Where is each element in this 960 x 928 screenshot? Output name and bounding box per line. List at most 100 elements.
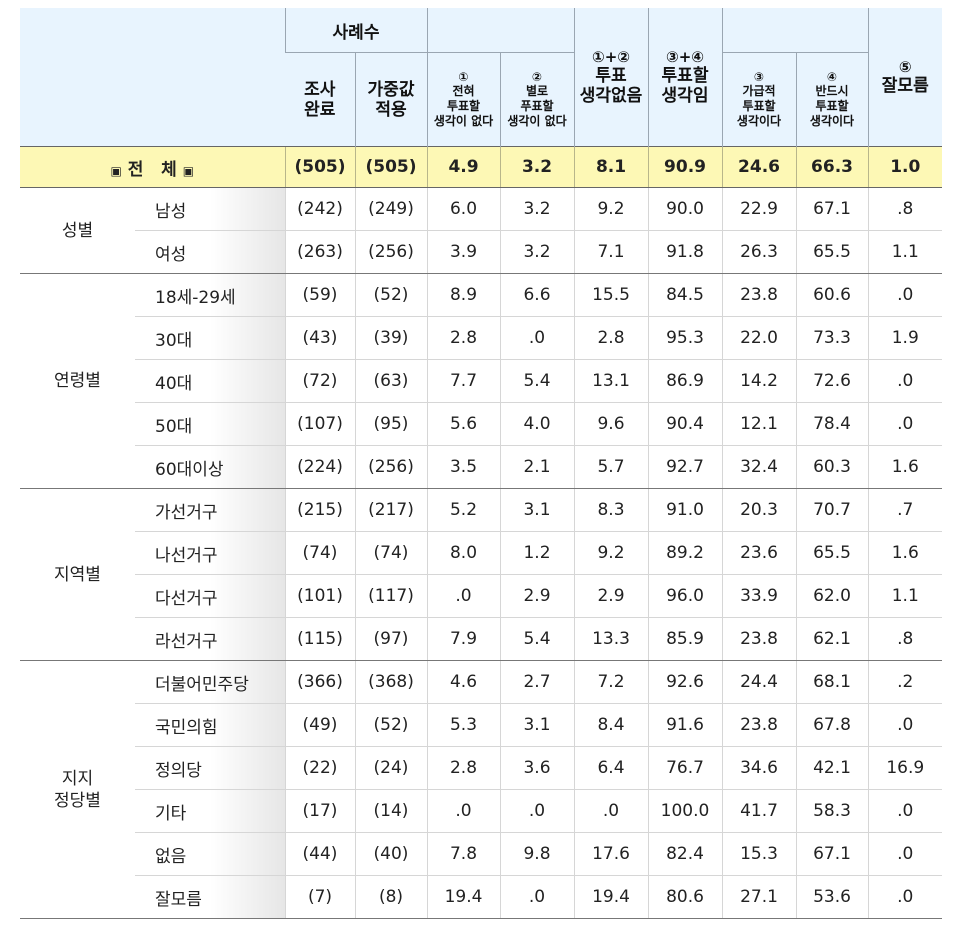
group-label: 지역별 [20,488,135,661]
cell-value: .0 [499,789,575,833]
cell-value: 1.9 [867,316,943,360]
header-blank-12 [426,8,575,53]
cell-value: (256) [354,230,428,274]
cell-value: 2.8 [573,316,649,360]
cell-value: 24.4 [721,660,797,704]
table-row: 성별 남성 (242) (249) 6.0 3.2 9.2 90.0 22.9 67.1.8 [20,187,943,274]
cell-value: 3.9 [426,230,501,274]
table-row: 50대 (107) (95) 5.6 4.0 9.6 90.4 12.1 78.4.0 [20,402,943,446]
row-label: 다선거구 [135,574,285,618]
table-row: 여성 (263) (256) 3.9 3.2 7.1 91.8 26.3 65.5 1.1 [20,230,943,274]
cell-value: 7.7 [426,359,501,403]
table-row: 국민의힘 (49) (52) 5.3 3.1 8.4 91.6 23.8 67.8.0 [20,703,943,747]
cell-value: .0 [867,832,943,876]
cell-value: 33.9 [721,574,797,618]
total-value: 90.9 [647,146,723,188]
cell-value: (242) [284,187,355,231]
header-col-5: ⑤ 잘모름 [867,8,943,147]
cell-value: (8) [354,875,428,919]
cell-value: (74) [354,531,428,575]
row-label: 기타 [135,789,285,833]
cell-value: 1.1 [867,230,943,274]
header-col-34: ③+④ 투표할 생각임 [647,8,723,147]
cell-value: 19.4 [426,875,501,919]
cell-value: 8.4 [573,703,649,747]
cell-value: 5.6 [426,402,501,446]
cell-value: 3.2 [499,187,575,231]
cell-value: 90.4 [647,402,723,446]
cell-value: .0 [499,875,575,919]
cell-value: 5.4 [499,359,575,403]
cell-value: 15.5 [573,273,649,317]
cell-value: 82.4 [647,832,723,876]
row-label: 없음 [135,832,285,876]
group-label: 연령별 [20,273,135,489]
cell-value: (95) [354,402,428,446]
cell-value: .0 [867,703,943,747]
cell-value: 34.6 [721,746,797,790]
cell-value: 53.6 [795,875,869,919]
table-row: 나선거구 (74) (74) 8.0 1.2 9.2 89.2 23.6 65.5 1.6 [20,531,943,575]
total-value: 4.9 [426,146,501,188]
cell-value: 60.3 [795,445,869,489]
table-row: 60대이상 (224) (256) 3.5 2.1 5.7 92.7 32.4 60.3 1.6 [20,445,943,489]
table-row: 잘모름 (7) (8) 19.4.0 19.4 80.6 27.1 53.6.0 [20,875,943,919]
table-row: 지지 정당별 더불어민주당 (366) (368) 4.6 2.7 7.2 92.6 24.4 6… [20,660,943,919]
cell-value: 73.3 [795,316,869,360]
cell-value: 6.6 [499,273,575,317]
cell-value: 67.1 [795,832,869,876]
cell-value: 23.8 [721,703,797,747]
cell-value: (40) [354,832,428,876]
cell-value: (256) [354,445,428,489]
table-row: 기타 (17) (14) .0.0.0 100.0 41.7 58.3.0 [20,789,943,833]
row-label: 나선거구 [135,531,285,575]
cell-value: (44) [284,832,355,876]
cell-value: 67.1 [795,187,869,231]
header-col-4: ④ 반드시 투표할 생각이다 [795,52,869,147]
cell-value: (17) [284,789,355,833]
cell-value: 6.4 [573,746,649,790]
square-icon: ▣ [110,163,122,178]
row-label: 60대이상 [135,445,285,489]
cell-value: 6.0 [426,187,501,231]
cell-value: 3.1 [499,488,575,532]
cell-value: (24) [354,746,428,790]
cell-value: .0 [499,316,575,360]
table-row: 정의당 (22) (24) 2.8 3.6 6.4 76.7 34.6 42.1 16.9 [20,746,943,790]
cell-value: 13.3 [573,617,649,661]
cell-value: 1.1 [867,574,943,618]
cell-value: 7.8 [426,832,501,876]
cell-value: (217) [354,488,428,532]
header-col-2-num: ② [531,69,543,84]
header-weighted: 가중값 적용 [354,52,428,147]
cell-value: 91.6 [647,703,723,747]
cell-value: 23.6 [721,531,797,575]
table-row: 30대 (43) (39) 2.8.0 2.8 95.3 22.0 73.3 1.9 [20,316,943,360]
cell-value: 26.3 [721,230,797,274]
cell-value: .0 [867,273,943,317]
cell-value: 5.7 [573,445,649,489]
cell-value: 16.9 [867,746,943,790]
cell-value: (59) [284,273,355,317]
total-label: ▣ 전 체 ▣ [20,146,285,188]
header-col-1-num: ① [458,69,469,84]
row-label: 라선거구 [135,617,285,661]
cell-value: (43) [284,316,355,360]
cell-value: (366) [284,660,355,704]
cell-value: 3.5 [426,445,501,489]
cell-value: 3.2 [499,230,575,274]
cell-value: 89.2 [647,531,723,575]
cell-value: 67.8 [795,703,869,747]
header-col-2: ② 별로 푸표할 생각이 없다 [499,52,575,147]
cell-value: 2.1 [499,445,575,489]
cell-value: 86.9 [647,359,723,403]
group-label: 성별 [20,187,135,274]
cell-value: 58.3 [795,789,869,833]
cell-value: 4.0 [499,402,575,446]
cell-value: (52) [354,273,428,317]
header-col-1-label: 전혀 투표할 생각이 없다 [433,83,494,128]
cell-value: (7) [284,875,355,919]
cell-value: 9.2 [573,187,649,231]
cell-value: (368) [354,660,428,704]
cell-value: (39) [354,316,428,360]
